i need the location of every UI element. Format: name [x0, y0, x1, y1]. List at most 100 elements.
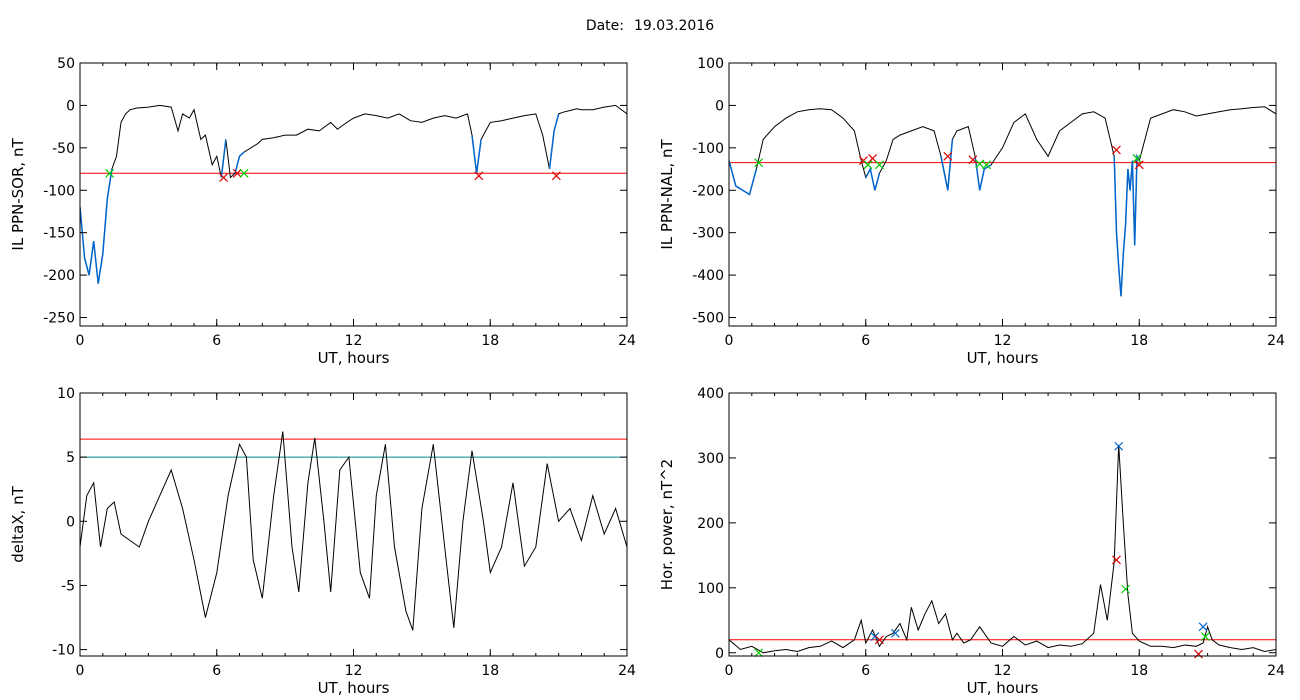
chart-panel-1: 0 6 12 18 24 50 0 -50 -100 -150 -200 -250 UT, hours I…: [9, 56, 636, 367]
y-tick-label: 0: [715, 98, 724, 114]
x-tick-label: 18: [1130, 663, 1148, 679]
y-axis-label: deltaX, nT: [9, 485, 27, 562]
marker-green: [239, 168, 249, 178]
plot-frame: [728, 62, 1277, 327]
marker-green: [1132, 154, 1142, 163]
y-tick-label: -300: [692, 226, 724, 242]
x-axis-label: UT, hours: [967, 349, 1039, 367]
y-tick-label: 5: [66, 450, 75, 466]
marker-blue: [890, 628, 900, 638]
marker-red: [1112, 145, 1121, 155]
x-tick-label: 18: [481, 333, 499, 349]
marker-red: [1112, 555, 1121, 565]
marker-red: [474, 171, 484, 181]
highlight-segment: [80, 168, 113, 284]
y-tick-label: 300: [697, 451, 724, 467]
x-tick-label: 12: [345, 333, 363, 349]
chart-panel-4: 0 6 12 18 24 400 300 200 100 0 UT, hours Hor. power…: [658, 386, 1285, 697]
data-series-line: [729, 106, 1276, 297]
marker-green: [754, 648, 764, 658]
y-tick-label: 100: [697, 56, 724, 72]
highlight-segment: [1113, 153, 1140, 297]
marker-green: [863, 160, 873, 170]
y-tick-label: -100: [43, 183, 75, 199]
x-tick-label: 12: [994, 333, 1012, 349]
marker-green: [105, 168, 115, 178]
x-tick-label: 18: [1130, 333, 1148, 349]
y-tick-label: -200: [692, 183, 724, 199]
marker-red: [551, 171, 561, 181]
marker-red: [875, 635, 884, 645]
data-series-line: [80, 104, 627, 284]
chart-panel-3: 0 6 12 18 24 10 5 0 -5 -10 UT, hours deltaX, nT: [9, 386, 636, 697]
x-axis-label: UT, hours: [318, 679, 390, 697]
marker-green: [982, 160, 991, 170]
y-tick-label: -50: [52, 141, 75, 157]
marker-red: [1134, 160, 1144, 170]
x-tick-label: 24: [618, 663, 636, 679]
y-tick-label: 200: [697, 516, 724, 532]
x-tick-label: 0: [76, 663, 85, 679]
page-title: Date: 19.03.2016: [0, 18, 1300, 34]
x-tick-label: 24: [1267, 663, 1285, 679]
highlight-segment: [940, 139, 954, 191]
x-tick-label: 24: [618, 333, 636, 349]
y-tick-label: 0: [66, 514, 75, 530]
date-value: 19.03.2016: [634, 18, 715, 34]
marker-blue: [870, 632, 880, 641]
y-tick-label: -5: [61, 578, 75, 594]
data-series-line: [729, 444, 1276, 654]
y-tick-label: -150: [43, 226, 75, 242]
x-tick-label: 6: [861, 333, 870, 349]
y-axis-label: IL PPN-SOR, nT: [9, 138, 27, 251]
marker-green: [754, 158, 764, 168]
marker-blue: [1198, 622, 1208, 632]
y-tick-label: 0: [66, 98, 75, 114]
highlight-segment: [548, 113, 560, 170]
y-tick-label: 100: [697, 581, 724, 597]
y-axis-label: Hor. power, nT^2: [658, 459, 676, 590]
x-axis-label: UT, hours: [318, 349, 390, 367]
marker-red: [232, 168, 242, 178]
highlight-segment: [220, 139, 227, 178]
highlight-segment: [471, 135, 482, 174]
y-tick-label: 0: [715, 646, 724, 662]
marker-blue: [1114, 441, 1124, 451]
y-tick-label: -250: [43, 311, 75, 327]
x-tick-label: 6: [861, 663, 870, 679]
y-tick-label: -400: [692, 268, 724, 284]
marker-green: [1200, 632, 1210, 641]
plot-frame: [79, 62, 628, 327]
y-tick-label: 50: [57, 56, 75, 72]
marker-red: [968, 155, 978, 165]
marker-green: [875, 160, 884, 170]
x-tick-label: 18: [481, 663, 499, 679]
highlight-segment: [865, 166, 881, 191]
x-tick-label: 0: [725, 333, 734, 349]
y-tick-label: -500: [692, 311, 724, 327]
y-tick-label: 10: [57, 386, 75, 402]
x-tick-label: 24: [1267, 333, 1285, 349]
date-label: Date:: [585, 18, 624, 34]
plot-frame: [79, 392, 628, 657]
marker-red: [219, 173, 229, 182]
marker-red: [1194, 649, 1203, 659]
y-tick-label: -10: [52, 643, 75, 659]
x-axis-label: UT, hours: [967, 679, 1039, 697]
x-tick-label: 12: [345, 663, 363, 679]
x-tick-label: 12: [994, 663, 1012, 679]
x-tick-label: 0: [725, 663, 734, 679]
marker-green: [1121, 584, 1130, 594]
plot-frame: [728, 392, 1277, 657]
x-tick-label: 6: [212, 663, 221, 679]
y-tick-label: -200: [43, 268, 75, 284]
y-axis-label: IL PPN-NAL, nT: [658, 139, 676, 250]
marker-red: [943, 151, 953, 161]
highlight-segment: [234, 151, 245, 174]
x-tick-label: 0: [76, 333, 85, 349]
chart-panel-2: 0 6 12 18 24 100 0 -100 -200 -300 -400 -500 UT, hour…: [658, 56, 1285, 367]
y-tick-label: -100: [692, 141, 724, 157]
x-tick-label: 6: [212, 333, 221, 349]
data-series-line: [80, 431, 627, 631]
